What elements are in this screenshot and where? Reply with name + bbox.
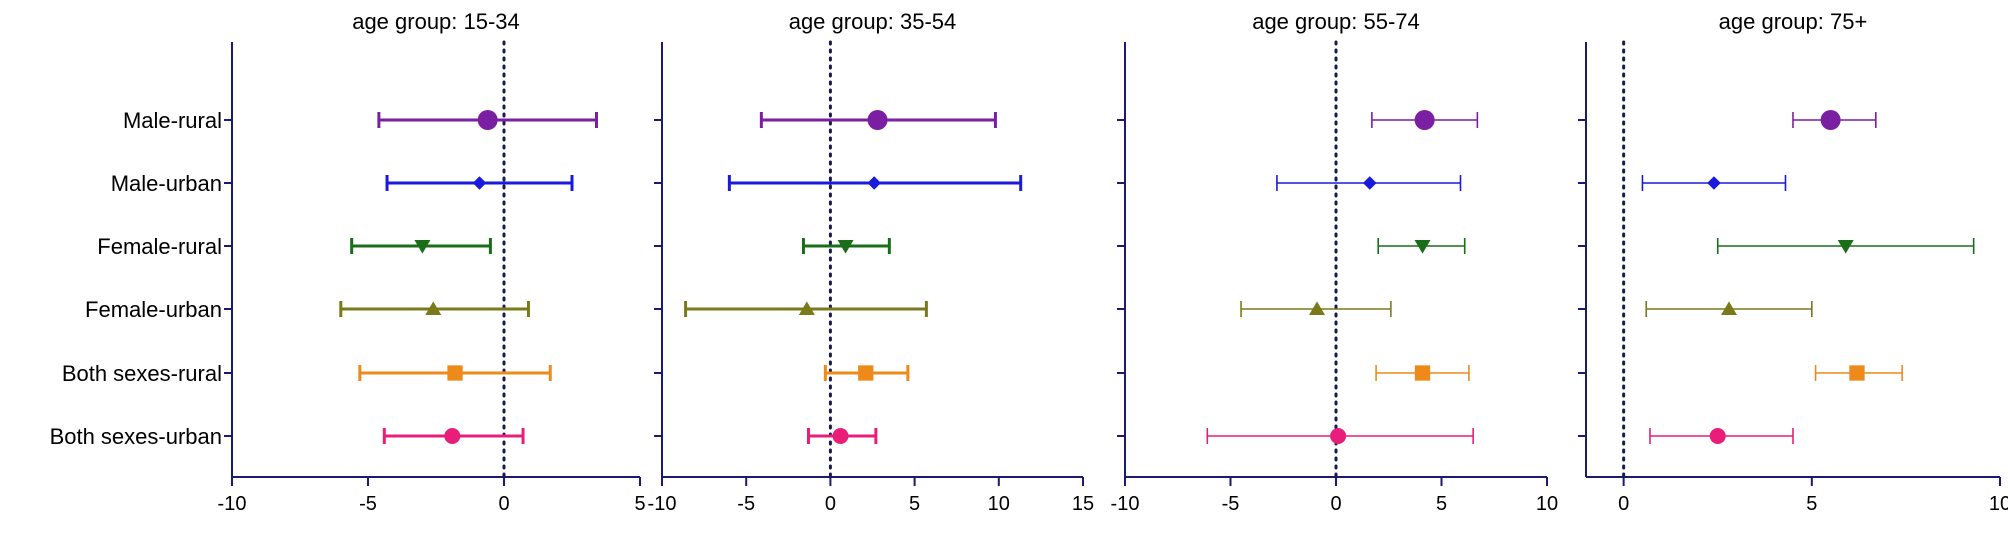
x-tick-label: 15	[1072, 493, 1094, 515]
x-tick-label: -10	[1111, 493, 1140, 515]
point-estimate-marker	[1414, 240, 1431, 254]
point-estimate-marker	[1362, 176, 1377, 190]
x-tick-label: 5	[1806, 493, 1817, 515]
point-estimate-marker	[1849, 365, 1865, 381]
x-tick-label: -5	[1222, 493, 1240, 515]
panel-title: age group: 35-54	[789, 9, 957, 34]
panel-1: age group: 15-34 -10 -5 0 5	[218, 9, 646, 515]
point-estimate-marker	[867, 110, 888, 130]
category-label: Female-rural	[97, 234, 222, 259]
point-estimate-marker	[444, 428, 461, 444]
category-labels: Male-rural Male-urban Female-rural Female-u…	[50, 108, 222, 449]
panel-title: age group: 75+	[1719, 9, 1868, 34]
x-tick-label: 0	[498, 493, 509, 515]
panel-4: age group: 75+ 0 5 10	[1578, 9, 2008, 515]
point-estimate-marker	[832, 428, 849, 444]
category-label: Male-rural	[123, 108, 222, 133]
x-tick-label: 10	[988, 493, 1010, 515]
point-estimate-marker	[1721, 301, 1738, 315]
category-label: Both sexes-rural	[62, 361, 222, 386]
category-label: Female-urban	[85, 297, 222, 322]
point-estimate-marker	[1414, 365, 1431, 381]
point-estimate-marker	[837, 240, 854, 254]
point-estimate-marker	[472, 176, 487, 190]
panel-title: age group: 15-34	[352, 9, 520, 34]
x-tick-label: 0	[1330, 493, 1341, 515]
point-estimate-marker	[477, 110, 498, 130]
x-tick-label: 0	[1618, 493, 1629, 515]
point-estimate-marker	[425, 301, 442, 315]
point-estimate-marker	[1709, 428, 1726, 444]
x-tick-label: -5	[737, 493, 755, 515]
point-estimate-marker	[867, 176, 881, 190]
point-estimate-marker	[414, 240, 431, 254]
x-tick-label: 10	[1989, 493, 2008, 515]
panel-2: age group: 35-54 -10 -5 0 5 10 15	[648, 9, 1095, 515]
point-estimate-marker	[798, 301, 815, 315]
chart-panels: age group: 15-34 -10 -5 0 5 age group: 35-54 -…	[218, 9, 2008, 515]
x-tick-label: 5	[909, 493, 920, 515]
point-estimate-marker	[858, 365, 874, 381]
point-estimate-marker	[1707, 176, 1721, 190]
panel-3: age group: 55-74 -10 -5 0 5 10	[1111, 9, 1559, 515]
panel-title: age group: 55-74	[1252, 9, 1420, 34]
x-tick-label: -10	[218, 493, 247, 515]
category-label: Male-urban	[111, 171, 222, 196]
x-tick-label: -10	[648, 493, 677, 515]
point-estimate-marker	[1837, 240, 1854, 254]
x-tick-label: -5	[359, 493, 377, 515]
point-estimate-marker	[447, 365, 463, 381]
point-estimate-marker	[1820, 110, 1841, 130]
x-tick-label: 0	[825, 493, 836, 515]
x-tick-label: 10	[1536, 493, 1558, 515]
x-tick-label: 5	[634, 493, 645, 515]
x-tick-label: 5	[1436, 493, 1447, 515]
point-estimate-marker	[1414, 110, 1435, 130]
category-label: Both sexes-urban	[50, 424, 222, 449]
point-estimate-marker	[1309, 301, 1326, 315]
point-estimate-marker	[1330, 428, 1347, 444]
